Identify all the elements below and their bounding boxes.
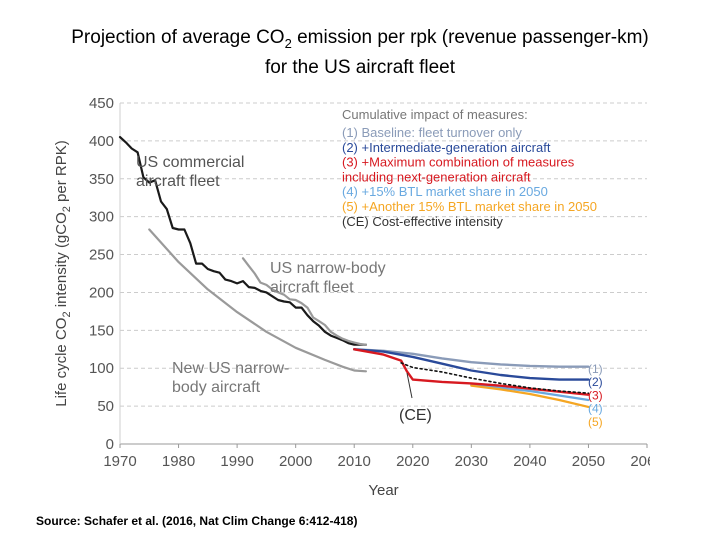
annotation-us-narrow-body-line: aircraft fleet [270,279,354,296]
title-line-2: for the US aircraft fleet [264,56,456,78]
y-tick-label-350: 350 [89,171,114,188]
y-tick-label-50: 50 [97,398,114,415]
annotation-ce: (CE) [399,407,432,424]
series-line-0 [118,136,367,346]
legend-title: Cumulative impact of measures: [342,107,528,122]
annotation-us-commercial: US commercial aircraft fleet [136,154,244,190]
x-tick-label-2010: 2010 [338,453,371,470]
y-tick-label-400: 400 [89,133,114,150]
y-tick-label-0: 0 [106,436,114,453]
annotation-us-commercial-line: US commercial [136,154,244,171]
y-axis-label-part: 2 [61,311,73,317]
legend-entry-4: (4) +15% BTL market share in 2050 [342,184,548,199]
y-axis-label-part: per RPK) [53,140,70,206]
x-tick-labels: 1970 1980 1990 2000 2010 2020 2030 2040 2050 2060 [103,453,650,470]
legend-entry-0: (1) Baseline: fleet turnover only [342,125,522,140]
y-tick-label-150: 150 [89,322,114,339]
annotation-us-commercial-line: aircraft fleet [136,173,220,190]
y-axis-label-part: Life cycle CO [53,318,70,407]
source-citation: Source: Schafer et al. (2016, Nat Clim C… [36,514,358,528]
series-line-2 [148,228,367,373]
x-tick-label-2040: 2040 [513,453,546,470]
series-line-8 [400,362,590,394]
x-tick-label-1990: 1990 [220,453,253,470]
x-tick-label-2020: 2020 [396,453,429,470]
title-line-1: Projection of average CO2 emission per r… [71,27,649,51]
y-tick-label-100: 100 [89,360,114,377]
x-axis-label: Year [368,482,398,499]
x-tick-label-2050: 2050 [572,453,605,470]
series-line-5 [470,383,590,402]
end-label-3: (3) [588,388,603,402]
annotation-ce-pointer [406,372,413,399]
legend-entry-2: (3) +Maximum combination of measures [342,155,575,170]
legend-entry-1: (2) +Intermediate-generation aircraft [342,140,551,155]
series-line-6 [470,384,590,408]
x-tick-label-2060: 2060 [630,453,650,470]
y-axis-label-part: intensity (gCO [53,212,70,311]
annotation-us-narrow-body: US narrow-body aircraft fleet [270,260,386,296]
y-tick-label-450: 450 [89,95,114,112]
legend-entry-6: (CE) Cost-effective intensity [342,214,503,229]
page-title: Projection of average CO2 emission per r… [0,26,720,80]
x-tick-label-1980: 1980 [162,453,195,470]
x-tick-label-2030: 2030 [455,453,488,470]
end-label-4: (4) [588,402,603,416]
legend-entry-3: including next-generation aircraft [342,169,531,184]
end-label-5: (5) [588,415,603,429]
annotation-new-narrow-body-line: New US narrow- [172,360,289,377]
annotation-us-narrow-body-line: US narrow-body [270,260,386,277]
series-lines [118,136,590,408]
series-line-4 [353,348,590,381]
y-tick-label-200: 200 [89,284,114,301]
end-label-2: (2) [588,375,603,389]
end-labels: (1)(2)(3)(4)(5) [588,362,603,429]
y-tick-label-250: 250 [89,247,114,264]
legend: Cumulative impact of measures: (1) Baseli… [342,107,597,229]
end-label-1: (1) [588,362,603,376]
series-line-3 [353,348,590,368]
x-tick-label-1970: 1970 [103,453,136,470]
series-line-1 [241,257,367,346]
y-tick-labels: 0 50 100 150 200 250 300 350 400 450 [89,95,114,453]
grid [119,102,648,448]
annotation-new-narrow-body: New US narrow-body aircraft [172,360,289,396]
chart-background [44,95,650,505]
co2-intensity-chart: 0 50 100 150 200 250 300 350 400 450 1970 1980 1990… [44,95,650,505]
x-tick-label-2000: 2000 [279,453,312,470]
y-tick-label-300: 300 [89,209,114,226]
y-axis-label-part: 2 [61,206,73,212]
y-axis-label: Life cycle CO2 intensity (gCO2 per RPK) [53,140,73,407]
legend-entry-5: (5) +Another 15% BTL market share in 205… [342,199,597,214]
annotation-new-narrow-body-line: body aircraft [172,379,261,396]
